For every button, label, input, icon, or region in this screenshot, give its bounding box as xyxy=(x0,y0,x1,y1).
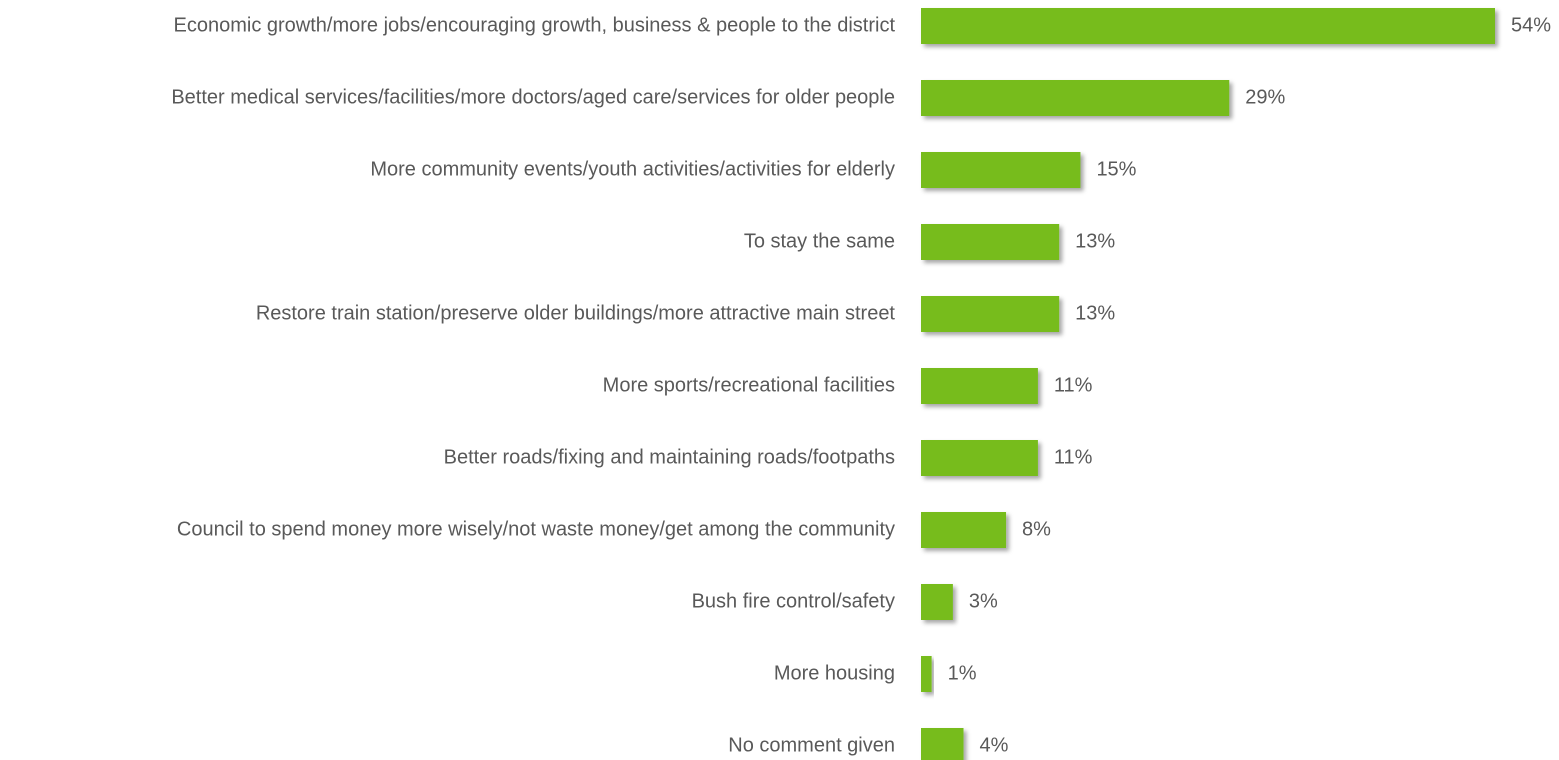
bar xyxy=(921,584,953,620)
bar xyxy=(921,152,1081,188)
value-label: 11% xyxy=(1054,374,1093,396)
value-label: 8% xyxy=(1022,518,1051,540)
category-label: Better roads/fixing and maintaining road… xyxy=(444,446,895,468)
category-label: More community events/youth activities/a… xyxy=(370,158,895,180)
value-label: 1% xyxy=(948,662,977,684)
value-label: 54% xyxy=(1511,14,1551,36)
category-label: More sports/recreational facilities xyxy=(603,374,895,396)
category-label: Council to spend money more wisely/not w… xyxy=(177,518,895,540)
bar xyxy=(921,440,1038,476)
category-label: Better medical services/facilities/more … xyxy=(171,86,895,108)
bar xyxy=(921,8,1495,44)
value-label: 11% xyxy=(1054,446,1093,468)
category-label: Bush fire control/safety xyxy=(692,590,895,612)
value-label: 13% xyxy=(1075,230,1115,252)
category-label: Economic growth/more jobs/encouraging gr… xyxy=(174,14,896,36)
value-label: 13% xyxy=(1075,302,1115,324)
category-label: Restore train station/preserve older bui… xyxy=(256,302,896,324)
category-label: No comment given xyxy=(728,734,895,756)
value-label: 4% xyxy=(980,734,1009,756)
bar xyxy=(921,296,1060,332)
bar xyxy=(921,512,1007,548)
value-label: 29% xyxy=(1245,86,1285,108)
value-label: 3% xyxy=(969,590,998,612)
bar xyxy=(921,728,964,760)
bar xyxy=(921,224,1060,260)
bar xyxy=(921,368,1038,404)
category-label: More housing xyxy=(774,662,895,684)
bar xyxy=(921,656,932,692)
category-label: To stay the same xyxy=(744,230,895,252)
bar xyxy=(921,80,1230,116)
value-label: 15% xyxy=(1096,158,1136,180)
